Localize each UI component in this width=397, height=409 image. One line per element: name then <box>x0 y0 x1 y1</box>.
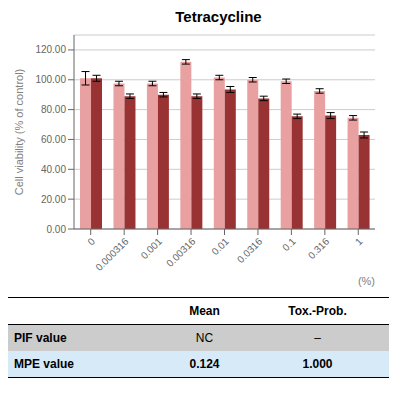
html-text:Tetracycline: Tetracycline <box>175 8 262 25</box>
svg-text:0.00316: 0.00316 <box>164 235 198 269</box>
html-text:Tox.-Prob.: Tox.-Prob. <box>288 304 347 318</box>
html-text:PIF value: PIF value <box>14 331 67 345</box>
svg-text:1: 1 <box>353 235 365 247</box>
html-text:Mean: Mean <box>189 304 220 318</box>
svg-text:0.000316: 0.000316 <box>93 235 131 273</box>
svg-text:0.1: 0.1 <box>280 235 298 253</box>
svg-text:(%): (%) <box>358 275 375 287</box>
svg-text:0.001: 0.001 <box>139 235 165 261</box>
svg-text:0.01: 0.01 <box>209 235 231 257</box>
svg-text:0.00: 0.00 <box>47 224 67 235</box>
svg-text:20.00: 20.00 <box>41 194 66 205</box>
svg-text:0.0316: 0.0316 <box>235 235 265 265</box>
html-text:NC: NC <box>195 331 214 345</box>
svg-text:Cell viability (% of control): Cell viability (% of control) <box>13 69 25 196</box>
svg-text:100.00: 100.00 <box>35 74 66 85</box>
html-text:MPE value: MPE value <box>14 357 74 371</box>
svg-text:0: 0 <box>85 235 97 247</box>
svg-text:0.316: 0.316 <box>306 235 332 261</box>
svg-text:80.00: 80.00 <box>41 104 66 115</box>
svg-text:60.00: 60.00 <box>41 134 66 145</box>
svg-text:40.00: 40.00 <box>41 164 66 175</box>
html-text:1.000: 1.000 <box>302 357 333 371</box>
html-text:0.124: 0.124 <box>189 357 220 371</box>
svg-text:120.00: 120.00 <box>35 44 66 55</box>
